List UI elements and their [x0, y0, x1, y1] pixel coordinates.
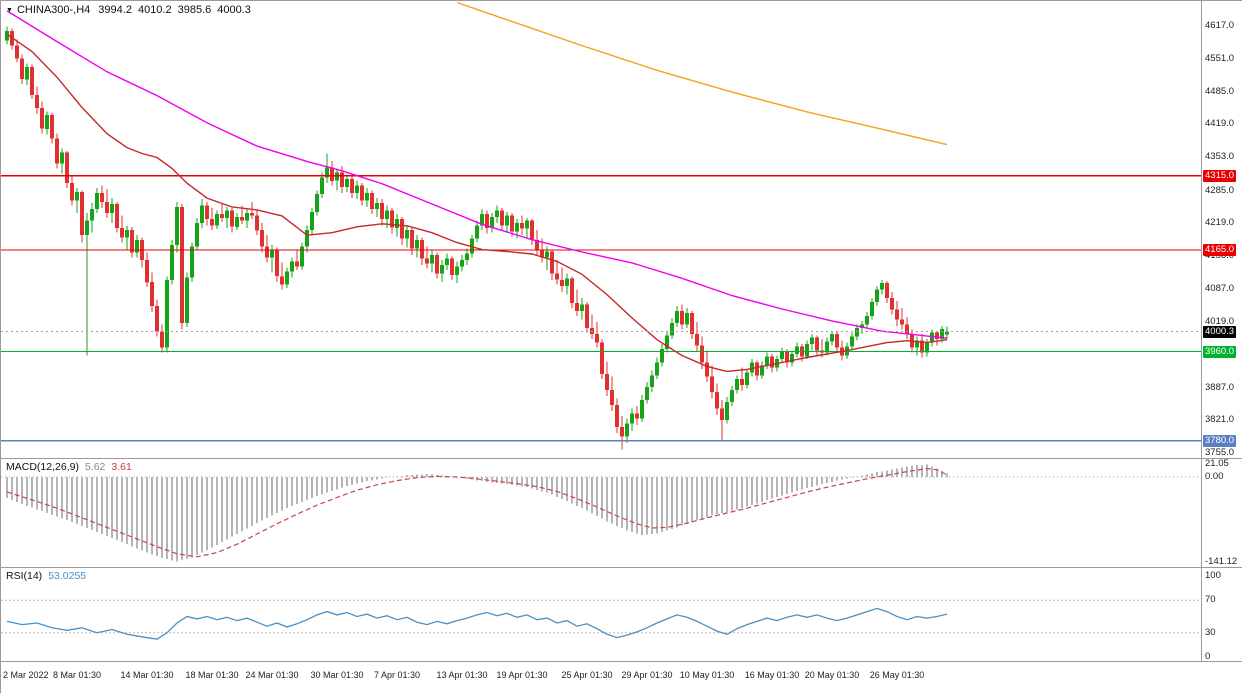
time-tick: 25 Apr 01:30	[561, 670, 613, 680]
panel-separator[interactable]	[1, 458, 1242, 459]
rsi-tick: 100	[1205, 570, 1221, 581]
ohlc-close: 4000.3	[217, 4, 251, 16]
rsi-tick: 70	[1205, 594, 1216, 606]
time-tick: 10 May 01:30	[679, 670, 735, 680]
price-tick: 4419.0	[1205, 118, 1235, 130]
price-scale[interactable]: 4617.0 4551.0 4485.0 4419.0 4353.0 4285.0 4219…	[1201, 1, 1242, 662]
macd-histogram	[6, 464, 948, 562]
time-tick: 8 Mar 01:30	[52, 670, 102, 680]
rsi-label: RSI(14) 53.0255	[6, 570, 92, 582]
price-tick: 4087.0	[1205, 282, 1235, 294]
rsi-canvas[interactable]	[1, 568, 1201, 661]
price-tick: 4285.0	[1205, 184, 1235, 196]
rsi-tick: 0	[1205, 651, 1211, 662]
rsi-panel[interactable]: RSI(14) 53.0255	[1, 568, 1201, 661]
time-tick: 14 Mar 01:30	[120, 670, 174, 680]
price-tick: 4485.0	[1205, 85, 1235, 97]
time-tick: 20 May 01:30	[804, 670, 860, 680]
price-tick: 4617.0	[1205, 20, 1235, 32]
rsi-tick: 30	[1205, 626, 1216, 638]
time-tick: 2 Mar 2022	[3, 670, 49, 680]
price-tick: 3821.0	[1205, 414, 1235, 426]
macd-signal-line	[6, 467, 948, 558]
macd-tick: -141.12	[1205, 555, 1238, 567]
price-tick: 3887.0	[1205, 381, 1235, 393]
price-tick: 4353.0	[1205, 150, 1235, 162]
rsi-name: RSI(14)	[6, 570, 43, 582]
symbol-info: ▼ CHINA300-,H4 3994.2 4010.2 3985.6 4000.3	[6, 4, 257, 16]
macd-name: MACD(12,26,9)	[6, 461, 79, 473]
ma-trend-orange	[456, 1, 948, 146]
macd-value: 5.62	[84, 461, 106, 473]
price-tick: 4551.0	[1205, 52, 1235, 64]
candlesticks	[5, 26, 949, 450]
price-line-badge: 3780.0	[1203, 434, 1237, 447]
time-tick: 19 Apr 01:30	[496, 670, 548, 680]
ma-slow-magenta	[6, 10, 948, 339]
panel-separator[interactable]	[1, 661, 1242, 662]
rsi-line	[6, 607, 948, 640]
symbol-name: CHINA300-,H4	[16, 4, 91, 16]
time-axis[interactable]: 2 Mar 2022 8 Mar 01:30 14 Mar 01:30 18 Mar …	[1, 662, 1242, 693]
ma-fast-red	[6, 33, 948, 373]
ohlc-low: 3985.6	[177, 4, 212, 16]
price-tick: 4019.0	[1205, 316, 1235, 328]
time-tick: 24 Mar 01:30	[245, 670, 299, 680]
macd-label: MACD(12,26,9) 5.62 3.61	[6, 461, 138, 473]
panel-separator[interactable]	[1, 567, 1242, 568]
macd-tick: 21.05	[1205, 458, 1229, 470]
price-line-badge: 4165.0	[1203, 244, 1237, 257]
macd-canvas[interactable]	[1, 459, 1201, 567]
ohlc-high: 4010.2	[137, 4, 172, 16]
time-tick: 29 Apr 01:30	[621, 670, 673, 680]
symbol-dropdown-icon[interactable]: ▼	[6, 7, 13, 14]
time-tick: 30 Mar 01:30	[310, 670, 364, 680]
time-tick: 13 Apr 01:30	[436, 670, 488, 680]
time-tick: 26 May 01:30	[869, 670, 925, 680]
price-tick: 3755.0	[1205, 447, 1235, 459]
ohlc-open: 3994.2	[98, 4, 132, 16]
macd-signal-value: 3.61	[111, 461, 132, 473]
time-tick: 16 May 01:30	[744, 670, 800, 680]
macd-panel[interactable]: MACD(12,26,9) 5.62 3.61	[1, 459, 1201, 567]
price-chart-canvas[interactable]	[1, 1, 1201, 458]
time-tick: 18 Mar 01:30	[185, 670, 239, 680]
price-line-badge: 3960.0	[1203, 345, 1237, 358]
macd-tick: 0.00	[1205, 471, 1224, 482]
time-tick: 7 Apr 01:30	[373, 670, 421, 680]
rsi-value: 53.0255	[48, 570, 87, 582]
main-chart-panel[interactable]: ▼ CHINA300-,H4 3994.2 4010.2 3985.6 4000.3	[1, 1, 1201, 458]
current-price-badge: 4000.3	[1203, 325, 1237, 338]
price-line-badge: 4315.0	[1203, 169, 1237, 182]
price-tick: 4219.0	[1205, 217, 1235, 229]
